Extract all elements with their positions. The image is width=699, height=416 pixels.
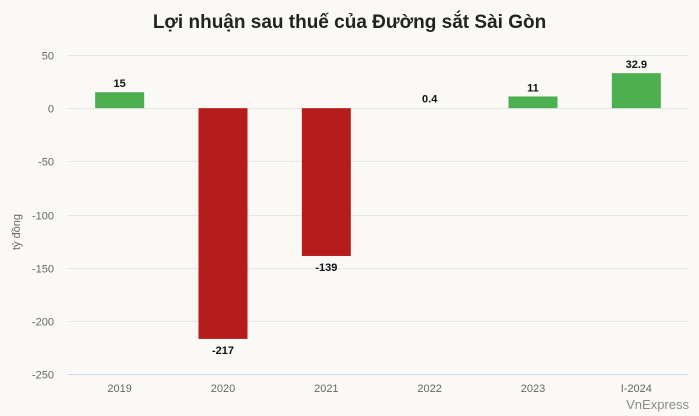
y-tick-label: -250 bbox=[32, 370, 54, 382]
x-tick-label: 2021 bbox=[314, 383, 338, 395]
data-label: 15 bbox=[114, 78, 126, 90]
x-tick-label: I-2024 bbox=[621, 383, 652, 395]
y-tick-label: -100 bbox=[32, 211, 54, 223]
bar-2021[interactable] bbox=[301, 108, 351, 256]
chart-title: Lợi nhuận sau thuế của Đường sắt Sài Gòn bbox=[152, 12, 547, 33]
data-label: 11 bbox=[527, 82, 539, 94]
y-tick-label: -200 bbox=[32, 317, 54, 329]
source-credit: VnExpress bbox=[626, 397, 689, 412]
y-tick-label: 50 bbox=[42, 51, 54, 63]
y-tick-label: -150 bbox=[32, 264, 54, 276]
bar-2020[interactable] bbox=[198, 108, 248, 339]
x-tick-label: 2019 bbox=[107, 383, 131, 395]
y-axis-title: tỷ đồng bbox=[11, 214, 23, 250]
y-tick-label: -50 bbox=[38, 157, 54, 169]
bar-2019[interactable] bbox=[95, 92, 145, 109]
bar-2023[interactable] bbox=[508, 96, 558, 109]
x-tick-label: 2022 bbox=[417, 383, 441, 395]
data-label: 32.9 bbox=[626, 59, 647, 71]
x-tick-label: 2020 bbox=[211, 383, 235, 395]
data-label: -139 bbox=[315, 262, 337, 274]
bar-I-2024[interactable] bbox=[611, 73, 661, 109]
x-tick-label: 2023 bbox=[521, 383, 545, 395]
data-label: -217 bbox=[212, 345, 234, 357]
data-label: 0.4 bbox=[422, 94, 438, 106]
y-tick-label: 0 bbox=[48, 104, 54, 116]
